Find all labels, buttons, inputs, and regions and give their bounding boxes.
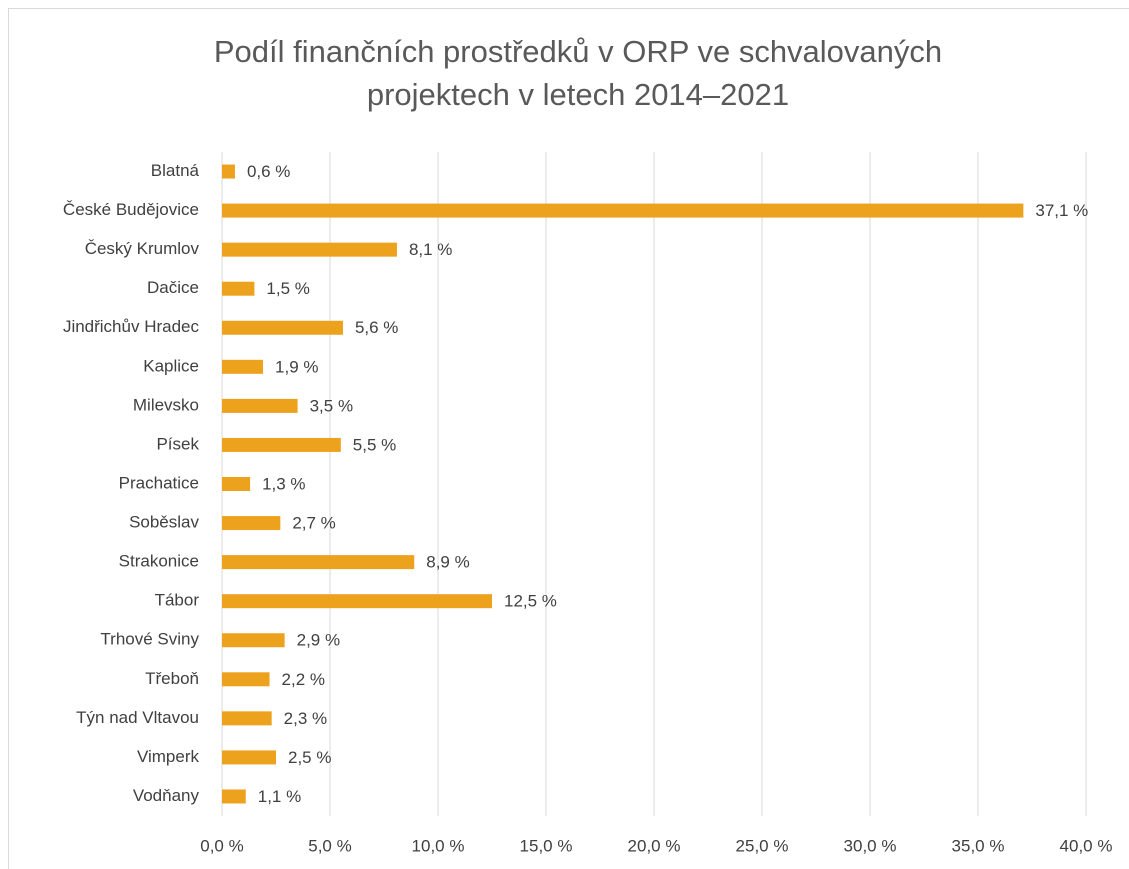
x-tick-label: 40,0 % xyxy=(1060,836,1113,855)
bar xyxy=(222,555,415,570)
y-tick-label: Prachatice xyxy=(119,473,199,492)
y-tick-label: Strakonice xyxy=(119,552,199,571)
bar xyxy=(222,398,298,413)
chart-border xyxy=(8,8,1129,869)
y-tick-label: Blatná xyxy=(151,161,200,180)
x-tick-label: 10,0 % xyxy=(412,836,465,855)
value-label: 2,3 % xyxy=(284,709,327,728)
value-label: 5,6 % xyxy=(355,318,398,337)
bar xyxy=(222,672,270,687)
bar xyxy=(222,164,235,179)
y-tick-label: Třeboň xyxy=(145,669,199,688)
x-tick-label: 15,0 % xyxy=(520,836,573,855)
value-label: 2,9 % xyxy=(297,631,340,650)
bar xyxy=(222,711,272,726)
y-tick-label: Český Krumlov xyxy=(85,239,200,258)
value-label: 8,9 % xyxy=(426,553,469,572)
y-tick-label: Týn nad Vltavou xyxy=(76,708,199,727)
x-tick-label: 20,0 % xyxy=(628,836,681,855)
y-tick-label: Soběslav xyxy=(129,513,199,532)
y-tick-label: Tábor xyxy=(155,591,200,610)
value-label: 8,1 % xyxy=(409,240,452,259)
bar xyxy=(222,359,264,374)
value-label: 1,1 % xyxy=(258,787,301,806)
bar xyxy=(222,789,246,804)
bar xyxy=(222,242,397,257)
value-label: 0,6 % xyxy=(247,162,290,181)
chart-title: Podíl finančních prostředků v ORP ve sch… xyxy=(213,34,943,112)
y-tick-label: Dačice xyxy=(147,278,199,297)
value-label: 2,7 % xyxy=(292,514,335,533)
bar xyxy=(222,633,285,648)
y-tick-label: Vimperk xyxy=(137,747,200,766)
bar xyxy=(222,203,1024,218)
bar xyxy=(222,281,255,296)
x-tick-label: 5,0 % xyxy=(308,836,351,855)
value-label: 3,5 % xyxy=(310,396,353,415)
value-label: 2,5 % xyxy=(288,748,331,767)
bar xyxy=(222,750,276,765)
value-label: 1,9 % xyxy=(275,357,318,376)
bar xyxy=(222,477,251,491)
value-label: 37,1 % xyxy=(1035,201,1088,220)
bar xyxy=(222,320,343,335)
x-tick-label: 25,0 % xyxy=(736,836,789,855)
x-tick-label: 0,0 % xyxy=(200,836,243,855)
bar xyxy=(222,594,492,609)
y-tick-label: Milevsko xyxy=(133,395,199,414)
y-tick-label: Kaplice xyxy=(143,356,199,375)
bar xyxy=(222,516,281,531)
y-tick-label: České Budějovice xyxy=(63,200,199,219)
value-label: 5,5 % xyxy=(353,435,396,454)
y-tick-label: Trhové Sviny xyxy=(100,630,199,649)
y-tick-label: Písek xyxy=(156,434,199,453)
value-label: 1,5 % xyxy=(266,279,309,298)
y-tick-label: Vodňany xyxy=(133,786,200,805)
y-tick-label: Jindřichův Hradec xyxy=(63,317,200,336)
x-tick-label: 30,0 % xyxy=(844,836,897,855)
value-label: 12,5 % xyxy=(504,592,557,611)
value-label: 1,3 % xyxy=(262,474,305,493)
x-tick-label: 35,0 % xyxy=(952,836,1005,855)
bar xyxy=(222,437,341,452)
value-label: 2,2 % xyxy=(282,670,325,689)
